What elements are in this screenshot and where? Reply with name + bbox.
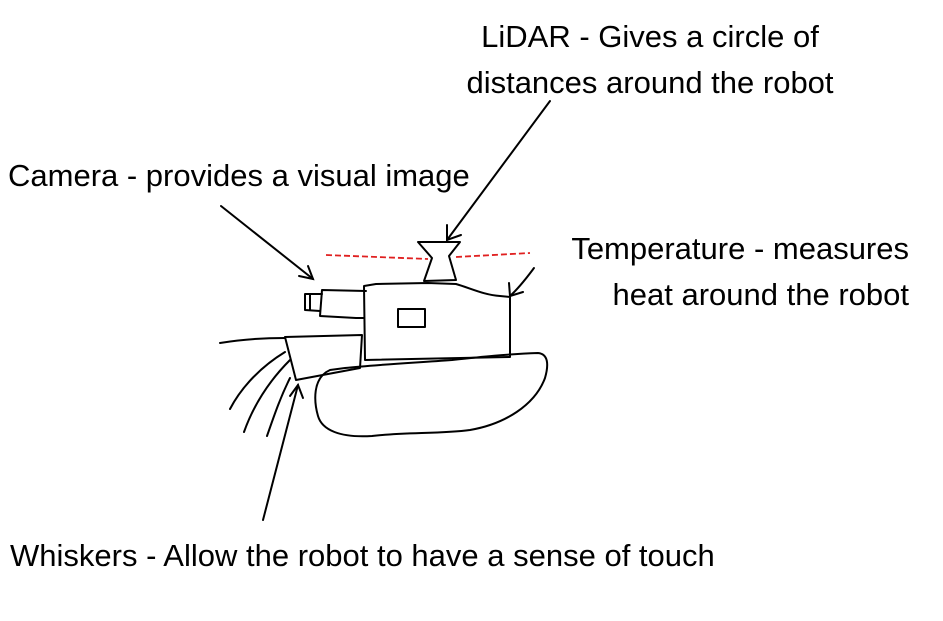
whiskers-arrow-line bbox=[262, 384, 299, 521]
camera-arrowhead bbox=[298, 265, 315, 281]
robot-body bbox=[363, 282, 511, 361]
whiskers-arrowhead bbox=[289, 382, 304, 399]
lidar-arrow-line bbox=[446, 100, 551, 241]
whisker-3 bbox=[266, 377, 291, 437]
callout-arrows bbox=[220, 100, 551, 521]
camera-arrow-line bbox=[220, 205, 314, 280]
camera-lens bbox=[304, 293, 323, 312]
whisker-2 bbox=[243, 359, 291, 433]
temperature-label: Temperature - measures heat around the r… bbox=[520, 226, 909, 318]
temperature-arrowhead bbox=[508, 282, 524, 298]
lidar-sensor bbox=[417, 241, 461, 282]
camera-housing bbox=[319, 289, 367, 319]
robot-drawing bbox=[219, 241, 549, 438]
whisker-1 bbox=[229, 351, 286, 410]
temperature-label-line2: heat around the robot bbox=[612, 277, 909, 312]
lidar-arrowhead bbox=[446, 224, 462, 242]
lidar-label-line2: distances around the robot bbox=[466, 65, 834, 100]
robot-front-line bbox=[219, 337, 286, 344]
temperature-arrow-line bbox=[509, 267, 535, 297]
whisker-mount bbox=[284, 334, 363, 381]
lidar-beam-left bbox=[325, 254, 429, 260]
lidar-beam-right bbox=[455, 252, 531, 258]
temperature-label-line1: Temperature - measures bbox=[571, 231, 909, 266]
robot-track bbox=[314, 352, 549, 438]
robot-window bbox=[397, 308, 426, 328]
camera-label: Camera - provides a visual image bbox=[8, 158, 470, 193]
lidar-label-line1: LiDAR - Gives a circle of bbox=[481, 19, 819, 54]
lidar-label: LiDAR - Gives a circle of distances arou… bbox=[440, 14, 860, 106]
whiskers-label: Whiskers - Allow the robot to have a sen… bbox=[10, 538, 715, 573]
lidar-beams bbox=[325, 252, 531, 260]
